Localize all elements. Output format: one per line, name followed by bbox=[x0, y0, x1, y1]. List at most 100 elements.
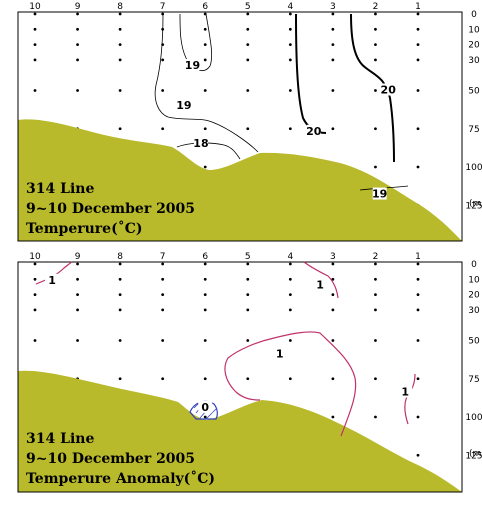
sample-point bbox=[118, 43, 122, 46]
sample-point bbox=[331, 339, 335, 342]
sample-point bbox=[416, 127, 420, 131]
sample-point bbox=[76, 89, 79, 92]
sample-point bbox=[246, 43, 250, 46]
contour-label-18: 18 bbox=[193, 137, 208, 150]
sample-point bbox=[203, 43, 207, 46]
sample-point bbox=[76, 339, 79, 342]
contour-label-20: 20 bbox=[381, 84, 397, 97]
sample-point bbox=[161, 89, 165, 92]
station-label-6: 6 bbox=[202, 2, 208, 12]
temperature-panel: 19 19 18 20 20 19 10 9 8 7 6 5 4 3 2 1 0 10 20 30 50 75 100 1… bbox=[17, 2, 482, 242]
contour-labels: 1 1 1 1 0 bbox=[45, 273, 413, 414]
sample-point bbox=[76, 27, 79, 31]
sample-point bbox=[288, 293, 292, 296]
sample-point bbox=[288, 339, 292, 342]
contour-1-middle bbox=[224, 331, 357, 437]
depth-label-100: 100 bbox=[465, 163, 482, 173]
sample-point bbox=[331, 127, 335, 131]
title-line-2: 9~10 December 2005 bbox=[26, 451, 195, 467]
contour-label-19: 19 bbox=[372, 188, 387, 201]
sample-point bbox=[374, 89, 377, 92]
contour-18 bbox=[176, 142, 241, 160]
title-line-3: Temperure(˚C) bbox=[26, 220, 142, 237]
sample-point bbox=[33, 12, 37, 16]
sample-point bbox=[118, 293, 122, 296]
sample-point bbox=[246, 27, 250, 31]
contour-label-bg bbox=[198, 400, 213, 413]
depth-label-75: 75 bbox=[468, 125, 479, 135]
contour-label-1: 1 bbox=[48, 274, 56, 287]
depth-label-75: 75 bbox=[468, 375, 479, 385]
sample-point bbox=[76, 293, 79, 296]
chart-title: 314 Line 9~10 December 2005 Temperure An… bbox=[26, 431, 215, 487]
sample-point bbox=[288, 58, 292, 62]
sample-point bbox=[416, 58, 420, 62]
sample-point bbox=[246, 58, 250, 62]
sample-point bbox=[161, 58, 165, 62]
contour-label-bg bbox=[193, 137, 208, 150]
sample-point bbox=[161, 127, 165, 131]
sample-point bbox=[33, 43, 37, 46]
depth-label-20: 20 bbox=[468, 41, 480, 51]
station-label-10: 10 bbox=[29, 2, 41, 12]
contour-label-bg bbox=[306, 124, 321, 137]
station-label-10: 10 bbox=[29, 252, 41, 262]
depth-label-10: 10 bbox=[468, 275, 480, 285]
station-labels: 10 9 8 7 6 5 4 3 2 1 bbox=[29, 2, 421, 12]
depth-label-50: 50 bbox=[468, 87, 480, 97]
sample-point bbox=[118, 58, 122, 62]
depth-ticks: 0 10 20 30 50 75 100 125 bbox=[465, 10, 482, 211]
sample-point bbox=[76, 43, 79, 46]
depth-label-50: 50 bbox=[468, 337, 480, 347]
station-label-5: 5 bbox=[245, 252, 251, 262]
depth-label-125: 125 bbox=[465, 451, 482, 461]
depth-unit: (m) bbox=[469, 449, 482, 459]
depth-label-125: 125 bbox=[465, 201, 482, 211]
sample-point bbox=[33, 58, 37, 62]
sample-point bbox=[331, 12, 335, 16]
sample-point bbox=[374, 43, 377, 46]
sample-point bbox=[374, 58, 377, 62]
contour-label-1: 1 bbox=[316, 278, 324, 291]
station-label-7: 7 bbox=[160, 2, 166, 12]
sample-point bbox=[203, 262, 207, 266]
sample-point bbox=[416, 339, 420, 342]
contour-label-bg bbox=[176, 98, 191, 111]
bottom-topography bbox=[18, 370, 462, 492]
sample-point bbox=[331, 277, 335, 281]
sample-point bbox=[118, 339, 122, 342]
sample-point bbox=[331, 89, 335, 92]
station-labels: 10 9 8 7 6 5 4 3 2 1 bbox=[29, 252, 421, 262]
plot-frame bbox=[17, 261, 463, 493]
station-label-6: 6 bbox=[202, 252, 208, 262]
sample-point bbox=[118, 89, 122, 92]
contour-label-1: 1 bbox=[276, 347, 284, 360]
station-label-3: 3 bbox=[330, 252, 336, 262]
sample-point bbox=[118, 12, 122, 16]
depth-label-30: 30 bbox=[468, 56, 480, 66]
sample-point bbox=[246, 277, 250, 281]
sample-point bbox=[416, 453, 420, 457]
station-label-3: 3 bbox=[330, 2, 336, 12]
station-label-8: 8 bbox=[117, 2, 123, 12]
contour-label-19: 19 bbox=[185, 59, 200, 72]
contour-label-bg bbox=[272, 347, 287, 360]
sample-point bbox=[374, 308, 377, 312]
sample-point bbox=[203, 165, 207, 169]
depth-label-0: 0 bbox=[471, 10, 477, 20]
contour-1-right bbox=[404, 373, 416, 425]
sample-point bbox=[33, 262, 37, 266]
sample-point bbox=[374, 262, 377, 266]
contour-label-bg bbox=[381, 83, 396, 96]
sample-point bbox=[416, 262, 420, 266]
sample-point bbox=[288, 277, 292, 281]
sample-point bbox=[203, 89, 207, 92]
depth-label-20: 20 bbox=[468, 291, 480, 301]
sample-point bbox=[246, 262, 250, 266]
sample-point bbox=[161, 262, 165, 266]
sample-point bbox=[203, 277, 207, 281]
sample-point bbox=[374, 12, 377, 16]
sample-point bbox=[118, 377, 122, 381]
